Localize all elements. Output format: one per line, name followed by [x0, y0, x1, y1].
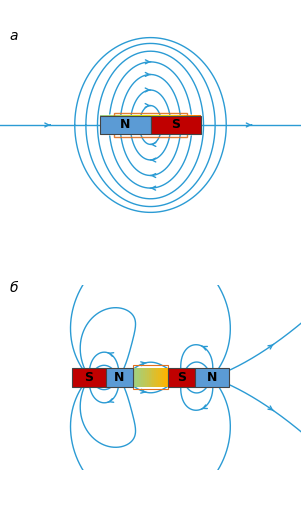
Bar: [113, 115, 117, 135]
Bar: [110, 115, 113, 135]
Bar: [127, 115, 130, 135]
Bar: [143, 368, 145, 387]
Bar: [141, 368, 143, 387]
Bar: [154, 368, 156, 387]
Bar: [133, 366, 168, 389]
Bar: [188, 115, 191, 135]
Text: N: N: [114, 371, 125, 384]
Bar: [130, 115, 134, 135]
Bar: [157, 115, 161, 135]
Text: S: S: [171, 119, 180, 131]
Bar: [137, 368, 139, 387]
Bar: [147, 115, 150, 135]
Bar: [133, 368, 135, 387]
Bar: [160, 368, 162, 387]
Bar: [167, 115, 171, 135]
Bar: [150, 368, 152, 387]
Bar: [174, 115, 177, 135]
Bar: [164, 368, 166, 387]
Text: N: N: [207, 371, 217, 384]
Bar: [177, 115, 181, 135]
Bar: [191, 115, 194, 135]
Bar: [114, 113, 187, 137]
Bar: [168, 368, 195, 387]
Bar: [150, 116, 201, 134]
Bar: [139, 368, 141, 387]
Text: N: N: [120, 119, 130, 131]
Bar: [194, 115, 198, 135]
Bar: [154, 115, 157, 135]
Text: б: б: [10, 281, 18, 295]
Bar: [181, 115, 184, 135]
Bar: [103, 115, 107, 135]
Bar: [171, 115, 174, 135]
Bar: [147, 368, 149, 387]
Text: S: S: [177, 371, 186, 384]
Bar: [100, 115, 103, 135]
Bar: [140, 115, 144, 135]
Bar: [145, 368, 147, 387]
Bar: [162, 368, 164, 387]
Bar: [134, 115, 137, 135]
Bar: [156, 368, 158, 387]
Bar: [135, 368, 137, 387]
Text: a: a: [10, 29, 18, 42]
Bar: [120, 115, 124, 135]
Bar: [149, 368, 150, 387]
Bar: [195, 368, 229, 387]
Bar: [100, 116, 150, 134]
Bar: [137, 115, 140, 135]
Bar: [106, 368, 133, 387]
Bar: [107, 115, 110, 135]
Bar: [164, 115, 167, 135]
Bar: [158, 368, 160, 387]
Bar: [150, 115, 154, 135]
Bar: [166, 368, 168, 387]
Bar: [184, 115, 188, 135]
Bar: [72, 368, 106, 387]
Bar: [161, 115, 164, 135]
Bar: [144, 115, 147, 135]
Bar: [124, 115, 127, 135]
Bar: [198, 115, 201, 135]
Bar: [117, 115, 120, 135]
Bar: [152, 368, 154, 387]
Text: S: S: [84, 371, 93, 384]
